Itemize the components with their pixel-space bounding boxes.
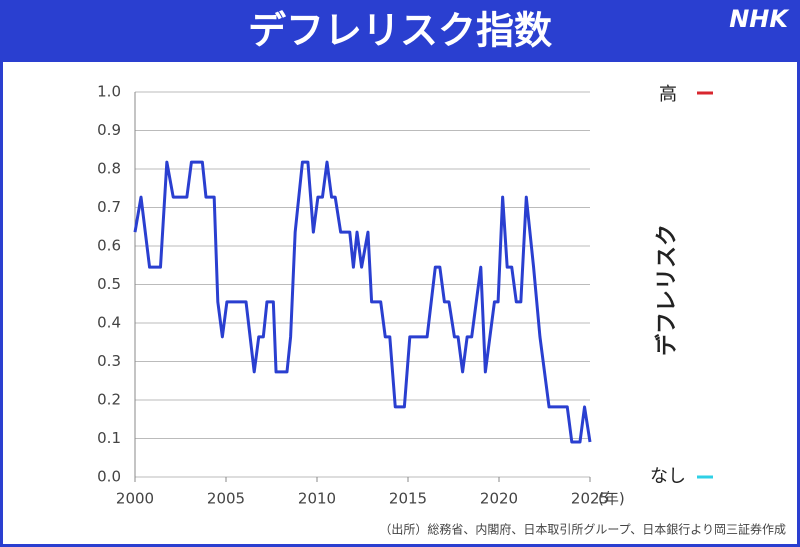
x-tick-label: 2015 — [389, 490, 427, 508]
scale-label: デフレリスク — [654, 224, 680, 356]
chart-title: デフレリスク指数 — [248, 9, 552, 53]
y-tick-label: 0.9 — [97, 121, 121, 139]
logo: NHK — [729, 5, 790, 33]
y-tick-label: 0.0 — [97, 468, 121, 486]
y-tick-label: 0.5 — [97, 275, 121, 293]
x-tick-label: 2005 — [207, 490, 245, 508]
y-tick-label: 0.4 — [97, 314, 121, 332]
source: （出所）総務省、内閣府、日本取引所グループ、日本銀行より岡三証券作成 — [379, 522, 786, 537]
y-tick-label: 0.8 — [97, 160, 121, 178]
x-tick-label: 2025 — [571, 490, 609, 508]
y-tick-label: 0.2 — [97, 391, 121, 409]
x-tick-label: 2020 — [480, 490, 518, 508]
scale-high: 高 — [659, 84, 677, 105]
x-tick-label: 2010 — [298, 490, 336, 508]
y-tick-label: 0.1 — [97, 429, 121, 447]
y-tick-label: 0.3 — [97, 352, 121, 370]
scale-low: なし — [650, 466, 686, 487]
y-tick-label: 1.0 — [97, 83, 121, 101]
y-tick-label: 0.7 — [97, 198, 121, 216]
x-tick-label: 2000 — [116, 490, 154, 508]
x-axis-label: (年) — [598, 490, 625, 508]
y-tick-label: 0.6 — [97, 237, 121, 255]
data-line — [133, 160, 592, 444]
